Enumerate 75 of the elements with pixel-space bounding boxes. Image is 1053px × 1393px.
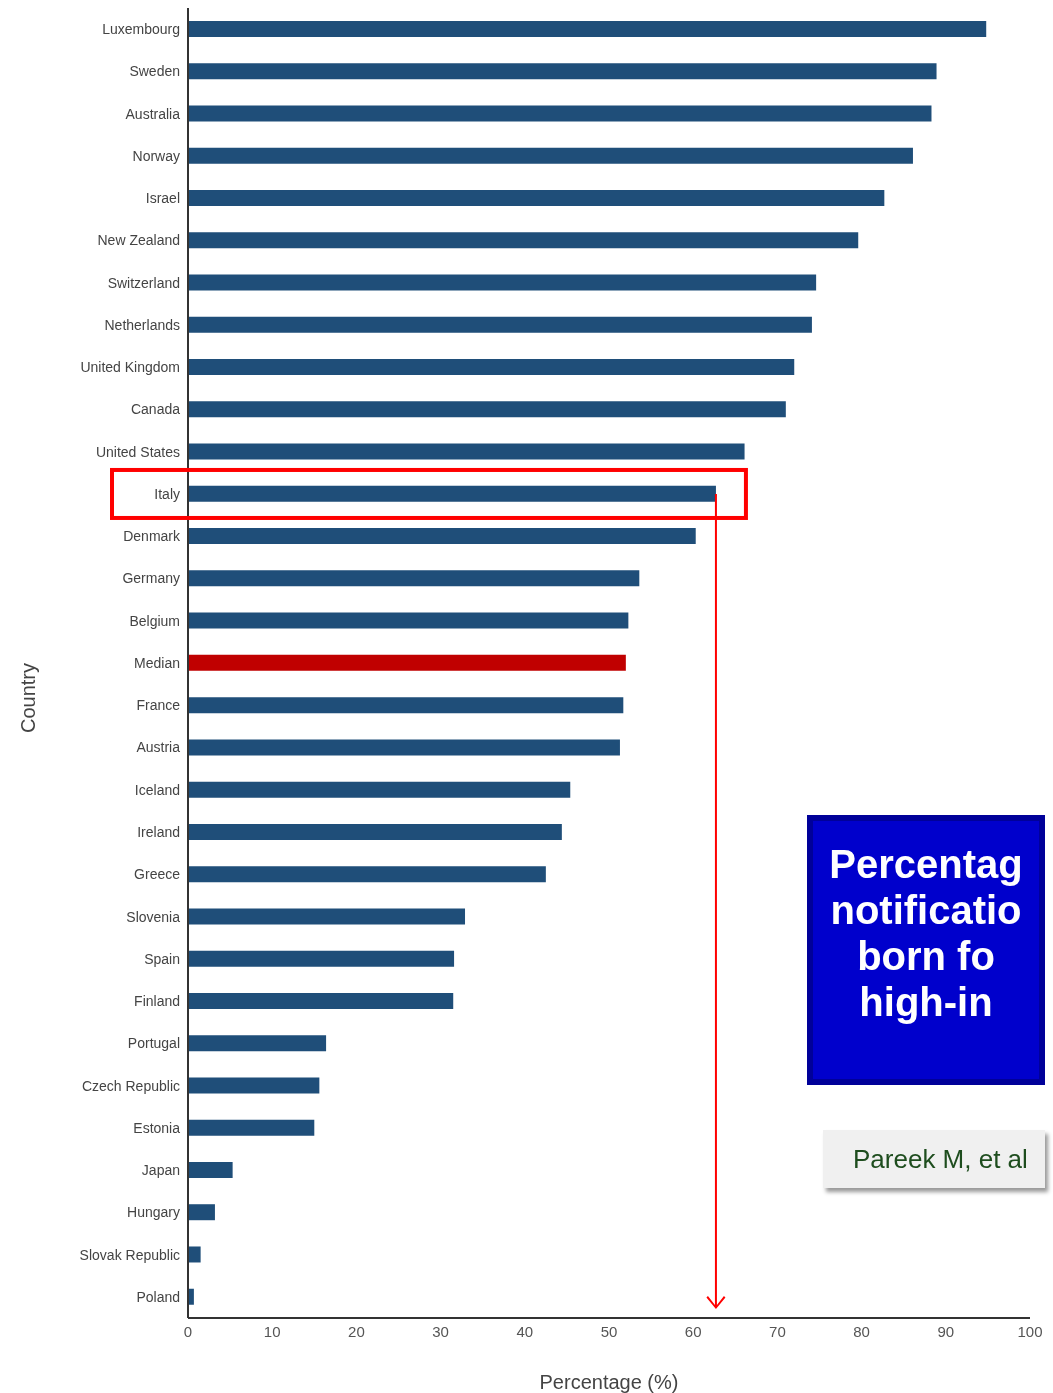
bar bbox=[188, 232, 859, 249]
x-axis-title: Percentage (%) bbox=[539, 1371, 679, 1393]
x-tick-label: 10 bbox=[263, 1322, 281, 1340]
y-tick-label: Greece bbox=[134, 866, 181, 883]
y-tick-label: Australia bbox=[125, 105, 181, 122]
bar bbox=[188, 1204, 215, 1221]
y-axis-title: Country bbox=[17, 663, 40, 734]
bar bbox=[188, 697, 624, 714]
y-tick-label: Spain bbox=[144, 950, 180, 967]
y-tick-label: Austria bbox=[136, 739, 181, 756]
x-tick-label: 20 bbox=[348, 1322, 365, 1340]
y-tick-label: Canada bbox=[130, 401, 181, 418]
bar bbox=[188, 528, 696, 545]
y-tick-label: Czech Republic bbox=[81, 1077, 180, 1094]
x-tick-label: 30 bbox=[432, 1322, 449, 1340]
bar bbox=[188, 63, 937, 80]
y-tick-label: Ireland bbox=[137, 824, 180, 840]
x-tick-label: 60 bbox=[684, 1322, 702, 1340]
bar bbox=[188, 1077, 320, 1094]
bar bbox=[188, 1161, 233, 1178]
x-tick-label: 70 bbox=[769, 1322, 786, 1340]
x-tick-label: 90 bbox=[937, 1322, 955, 1340]
y-tick-label: Portugal bbox=[127, 1035, 180, 1052]
bar bbox=[188, 316, 812, 333]
x-tick-label: 100 bbox=[1017, 1322, 1043, 1340]
y-tick-label: Luxembourg bbox=[102, 21, 180, 38]
bar bbox=[188, 1035, 327, 1052]
annotation: Percentag notificatio born fo high-in bbox=[807, 815, 1045, 1085]
x-tick-label: 40 bbox=[516, 1322, 534, 1340]
bar bbox=[188, 739, 620, 756]
y-tick-label: Italy bbox=[154, 485, 180, 502]
bar bbox=[188, 1246, 201, 1263]
y-tick-label: France bbox=[136, 697, 181, 714]
bar bbox=[188, 992, 454, 1009]
x-tick-label: 0 bbox=[183, 1322, 193, 1340]
bar bbox=[188, 359, 795, 376]
y-tick-label: Netherlands bbox=[104, 316, 180, 333]
y-tick-label: Slovak Republic bbox=[79, 1246, 180, 1263]
annotation: Pareek M, et al bbox=[823, 1130, 1045, 1188]
bar bbox=[188, 105, 932, 122]
y-tick-label: Sweden bbox=[129, 63, 180, 80]
y-tick-label: Estonia bbox=[133, 1119, 181, 1136]
y-tick-label: United Kingdom bbox=[80, 359, 180, 376]
bar bbox=[188, 781, 571, 798]
bar bbox=[188, 908, 466, 925]
y-tick-label: United States bbox=[95, 443, 180, 460]
bar bbox=[188, 274, 817, 291]
y-tick-label: New Zealand bbox=[97, 232, 180, 249]
bar bbox=[188, 950, 455, 967]
y-tick-label: Belgium bbox=[129, 612, 180, 629]
x-tick-label: 50 bbox=[600, 1322, 618, 1340]
y-tick-label: Switzerland bbox=[107, 274, 180, 291]
bar bbox=[188, 190, 885, 207]
y-tick-label: Slovenia bbox=[126, 908, 181, 925]
bar bbox=[188, 612, 629, 629]
bar bbox=[188, 443, 745, 460]
bar bbox=[188, 1119, 315, 1136]
y-tick-label: Israel bbox=[145, 190, 180, 207]
x-tick-label: 80 bbox=[853, 1322, 870, 1340]
y-tick-label: Hungary bbox=[127, 1204, 180, 1221]
y-tick-label: Germany bbox=[122, 570, 180, 587]
bar bbox=[188, 21, 987, 37]
bar bbox=[188, 147, 913, 164]
bar bbox=[188, 823, 562, 840]
bar bbox=[188, 570, 640, 587]
y-tick-label: Poland bbox=[136, 1288, 180, 1305]
bar bbox=[188, 654, 626, 671]
y-tick-label: Denmark bbox=[123, 528, 181, 545]
bar bbox=[188, 401, 786, 418]
y-tick-label: Norway bbox=[132, 147, 180, 164]
y-tick-label: Finland bbox=[134, 993, 180, 1010]
y-tick-label: Japan bbox=[141, 1162, 180, 1179]
y-tick-label: Median bbox=[134, 654, 180, 671]
y-tick-label: Iceland bbox=[134, 781, 180, 798]
bar bbox=[188, 866, 546, 883]
